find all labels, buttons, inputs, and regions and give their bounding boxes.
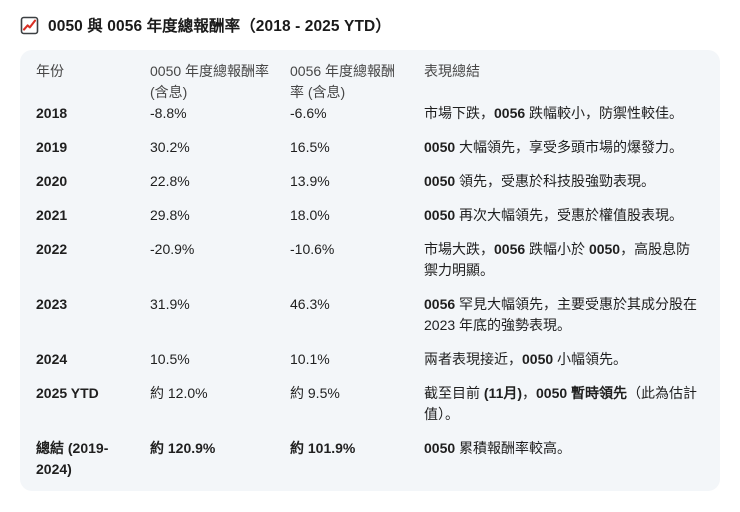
year-cell: 2021 (36, 207, 68, 223)
chart-trend-icon (20, 16, 39, 35)
year-cell: 2019 (36, 139, 68, 155)
summary-cell: 0050 大幅領先，享受多頭市場的爆發力。 (424, 139, 684, 155)
return-0050-cell: 31.9% (150, 296, 190, 312)
return-0050-cell: 約 12.0% (150, 385, 208, 401)
returns-table: 年份 0050 年度總報酬率 (含息) 0056 年度總報酬率 (含息) 表現總… (20, 50, 720, 491)
year-cell: 2020 (36, 173, 68, 189)
table-row: 2023 31.9% 46.3% 0056 罕見大幅領先，主要受惠於其成分股在 202… (36, 294, 704, 336)
summary-cell: 0050 累積報酬率較高。 (424, 440, 572, 456)
summary-cell: 0050 領先，受惠於科技股強勁表現。 (424, 173, 656, 189)
table-row: 總結 (2019-2024) 約 120.9% 約 101.9% 0050 累積報酬率… (36, 438, 704, 480)
summary-cell: 市場下跌，0056 跌幅較小，防禦性較佳。 (424, 105, 684, 121)
title-text: 0050 與 0056 年度總報酬率（2018 - 2025 YTD） (48, 18, 391, 35)
return-0056-cell: 10.1% (290, 351, 330, 367)
return-0050-cell: -20.9% (150, 241, 195, 257)
header-year: 年份 (36, 63, 64, 79)
summary-cell: 0056 罕見大幅領先，主要受惠於其成分股在 2023 年底的強勢表現。 (424, 296, 698, 333)
table-row: 2025 YTD 約 12.0% 約 9.5% 截至目前 (11月)，0050 暫時領… (36, 383, 704, 425)
summary-cell: 截至目前 (11月)，0050 暫時領先（此為估計值）。 (424, 385, 698, 422)
return-0050-cell: 22.8% (150, 173, 190, 189)
year-cell: 2023 (36, 296, 68, 312)
table-row: 2022 -20.9% -10.6% 市場大跌，0056 跌幅小於 0050，高股息防… (36, 239, 704, 281)
table-row: 2019 30.2% 16.5% 0050 大幅領先，享受多頭市場的爆發力。 (36, 137, 704, 158)
table-row: 2018 -8.8% -6.6% 市場下跌，0056 跌幅較小，防禦性較佳。 (36, 103, 704, 124)
header-0056-return: 0056 年度總報酬率 (含息) (290, 63, 396, 100)
return-0050-cell: 30.2% (150, 139, 190, 155)
table-row: 2024 10.5% 10.1% 兩者表現接近，0050 小幅領先。 (36, 349, 704, 370)
return-0056-cell: 46.3% (290, 296, 330, 312)
table-row: 2020 22.8% 13.9% 0050 領先，受惠於科技股強勁表現。 (36, 171, 704, 192)
return-0050-cell: -8.8% (150, 105, 187, 121)
return-0056-cell: 約 9.5% (290, 385, 340, 401)
year-cell: 2022 (36, 241, 68, 257)
summary-cell: 市場大跌，0056 跌幅小於 0050，高股息防禦力明顯。 (424, 241, 691, 278)
page: 0050 與 0056 年度總報酬率（2018 - 2025 YTD） 年份 0… (20, 14, 720, 491)
year-cell: 2025 YTD (36, 385, 99, 401)
return-0056-cell: 16.5% (290, 139, 330, 155)
return-0050-cell: 29.8% (150, 207, 190, 223)
summary-cell: 0050 再次大幅領先，受惠於權值股表現。 (424, 207, 684, 223)
return-0056-cell: 18.0% (290, 207, 330, 223)
header-0050-return: 0050 年度總報酬率 (含息) (150, 63, 270, 100)
return-0050-cell: 約 120.9% (150, 440, 216, 456)
return-0056-cell: 約 101.9% (290, 440, 356, 456)
page-title: 0050 與 0056 年度總報酬率（2018 - 2025 YTD） (20, 14, 720, 36)
header-summary: 表現總結 (424, 63, 480, 79)
return-0050-cell: 10.5% (150, 351, 190, 367)
year-cell: 2024 (36, 351, 68, 367)
table-body: 2018 -8.8% -6.6% 市場下跌，0056 跌幅較小，防禦性較佳。 2019 3… (36, 103, 704, 480)
year-cell: 2018 (36, 105, 68, 121)
summary-cell: 兩者表現接近，0050 小幅領先。 (424, 351, 628, 367)
table-header-row: 年份 0050 年度總報酬率 (含息) 0056 年度總報酬率 (含息) 表現總… (36, 61, 704, 103)
return-0056-cell: -10.6% (290, 241, 335, 257)
table-row: 2021 29.8% 18.0% 0050 再次大幅領先，受惠於權值股表現。 (36, 205, 704, 226)
year-cell: 總結 (2019-2024) (36, 440, 109, 477)
return-0056-cell: 13.9% (290, 173, 330, 189)
return-0056-cell: -6.6% (290, 105, 327, 121)
